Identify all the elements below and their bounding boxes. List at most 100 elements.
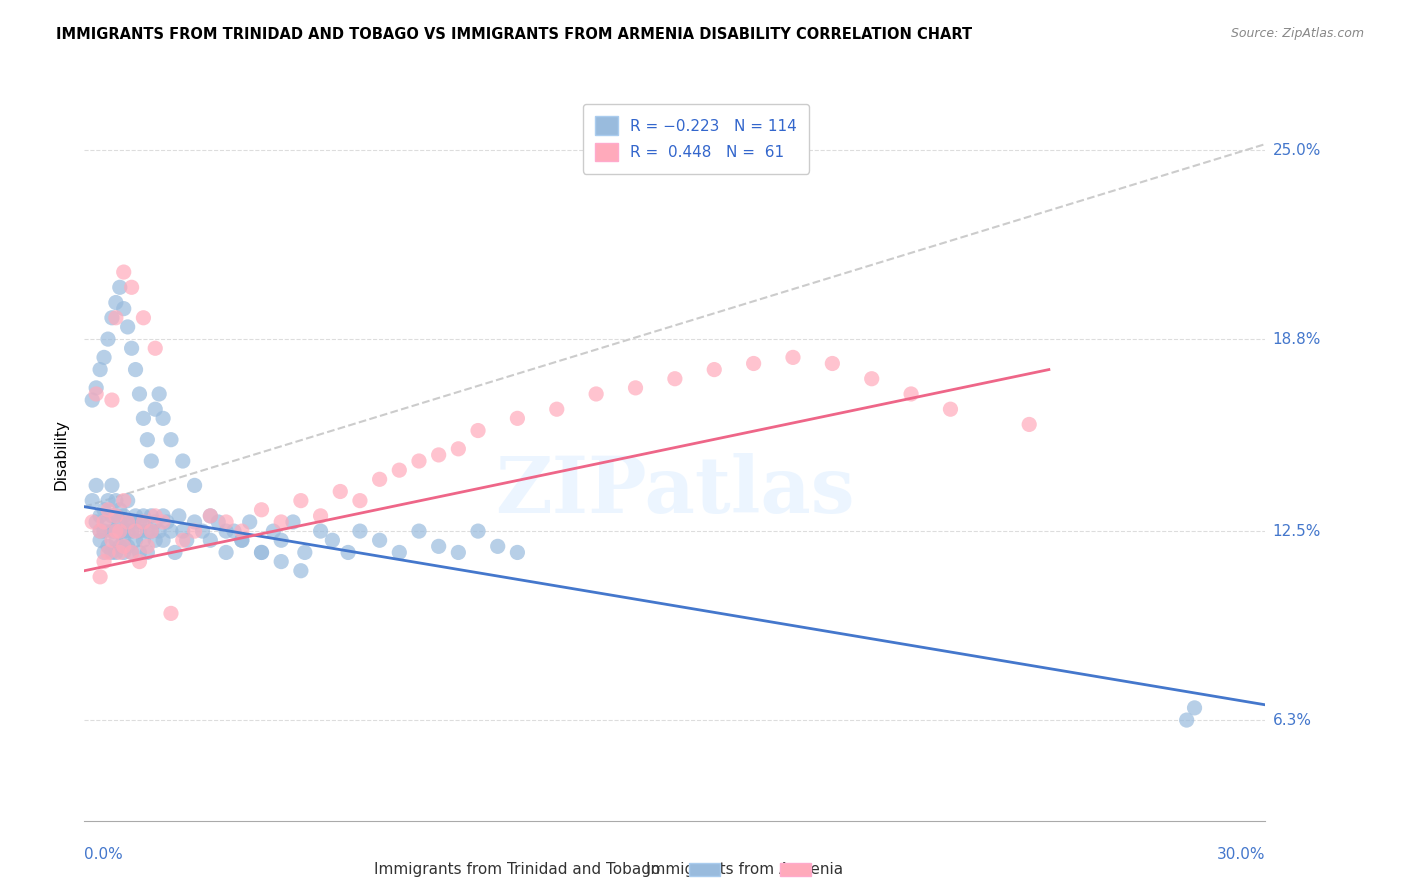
Point (250, 503, 273, 517)
Text: IMMIGRANTS FROM TRINIDAD AND TOBAGO VS IMMIGRANTS FROM ARMENIA DISABILITY CORREL: IMMIGRANTS FROM TRINIDAD AND TOBAGO VS I… (56, 27, 973, 42)
Point (104, 524, 127, 538)
Point (101, 524, 124, 538)
Point (200, 533, 222, 548)
Point (427, 539, 450, 553)
Point (368, 533, 391, 548)
Point (112, 508, 135, 523)
Point (337, 545, 360, 559)
Point (93, 545, 115, 559)
Point (215, 524, 238, 538)
Point (160, 524, 183, 538)
Text: Immigrants from Trinidad and Tobago: Immigrants from Trinidad and Tobago (374, 863, 661, 877)
Point (128, 555, 150, 569)
Point (176, 533, 198, 548)
Point (112, 539, 135, 553)
Point (143, 515, 166, 529)
Point (108, 524, 131, 538)
Point (104, 295, 127, 310)
Point (108, 515, 131, 529)
Point (93, 503, 115, 517)
Point (97, 503, 120, 517)
Point (112, 545, 135, 559)
Point (143, 533, 166, 548)
Point (101, 478, 124, 492)
Point (388, 463, 411, 477)
Point (447, 545, 470, 559)
Point (467, 424, 489, 438)
Point (93, 351, 115, 365)
Point (191, 524, 214, 538)
Point (270, 533, 292, 548)
Point (143, 402, 166, 417)
Point (368, 472, 391, 486)
Point (281, 515, 304, 529)
Point (132, 515, 155, 529)
Point (89, 524, 111, 538)
Point (156, 515, 179, 529)
Point (117, 515, 139, 529)
Text: 0.0%: 0.0% (84, 847, 124, 863)
Point (1175, 713, 1198, 727)
Point (124, 362, 146, 376)
Point (97, 545, 120, 559)
Point (104, 493, 127, 508)
Point (160, 607, 183, 621)
Point (104, 533, 127, 548)
Point (104, 310, 127, 325)
Point (112, 524, 135, 538)
Point (143, 508, 166, 523)
Point (117, 515, 139, 529)
Point (132, 508, 155, 523)
Point (207, 515, 229, 529)
Point (1018, 417, 1040, 432)
Point (290, 564, 312, 578)
Point (84, 515, 107, 529)
Point (546, 402, 568, 417)
Point (97, 493, 120, 508)
Point (97, 332, 120, 346)
Point (183, 478, 205, 492)
Point (309, 508, 332, 523)
Point (82, 393, 104, 408)
Point (104, 508, 127, 523)
Point (128, 524, 150, 538)
Point (231, 533, 253, 548)
Point (160, 433, 183, 447)
Point (112, 533, 135, 548)
Point (121, 515, 143, 529)
Point (141, 524, 163, 538)
Point (121, 545, 143, 559)
Point (467, 524, 489, 538)
Text: Source: ZipAtlas.com: Source: ZipAtlas.com (1230, 27, 1364, 40)
Point (89, 570, 111, 584)
Point (215, 515, 238, 529)
Point (112, 265, 135, 279)
Point (104, 508, 127, 523)
Point (231, 524, 253, 538)
Point (128, 387, 150, 401)
Point (447, 442, 470, 456)
Point (321, 533, 343, 548)
Point (128, 545, 150, 559)
Point (148, 387, 170, 401)
Point (250, 545, 273, 559)
Point (104, 545, 127, 559)
Point (117, 524, 139, 538)
Point (108, 539, 131, 553)
Point (89, 508, 111, 523)
Point (506, 545, 529, 559)
Point (124, 524, 146, 538)
Point (486, 539, 509, 553)
Point (117, 493, 139, 508)
Point (121, 524, 143, 538)
Point (172, 454, 194, 468)
Legend: R = −0.223   N = 114, R =  0.448   N =  61: R = −0.223 N = 114, R = 0.448 N = 61 (582, 104, 808, 174)
Point (152, 533, 174, 548)
Point (183, 524, 205, 538)
Point (97, 539, 120, 553)
Point (270, 555, 292, 569)
Point (128, 515, 150, 529)
Point (136, 539, 159, 553)
Point (101, 545, 124, 559)
Point (84, 478, 107, 492)
